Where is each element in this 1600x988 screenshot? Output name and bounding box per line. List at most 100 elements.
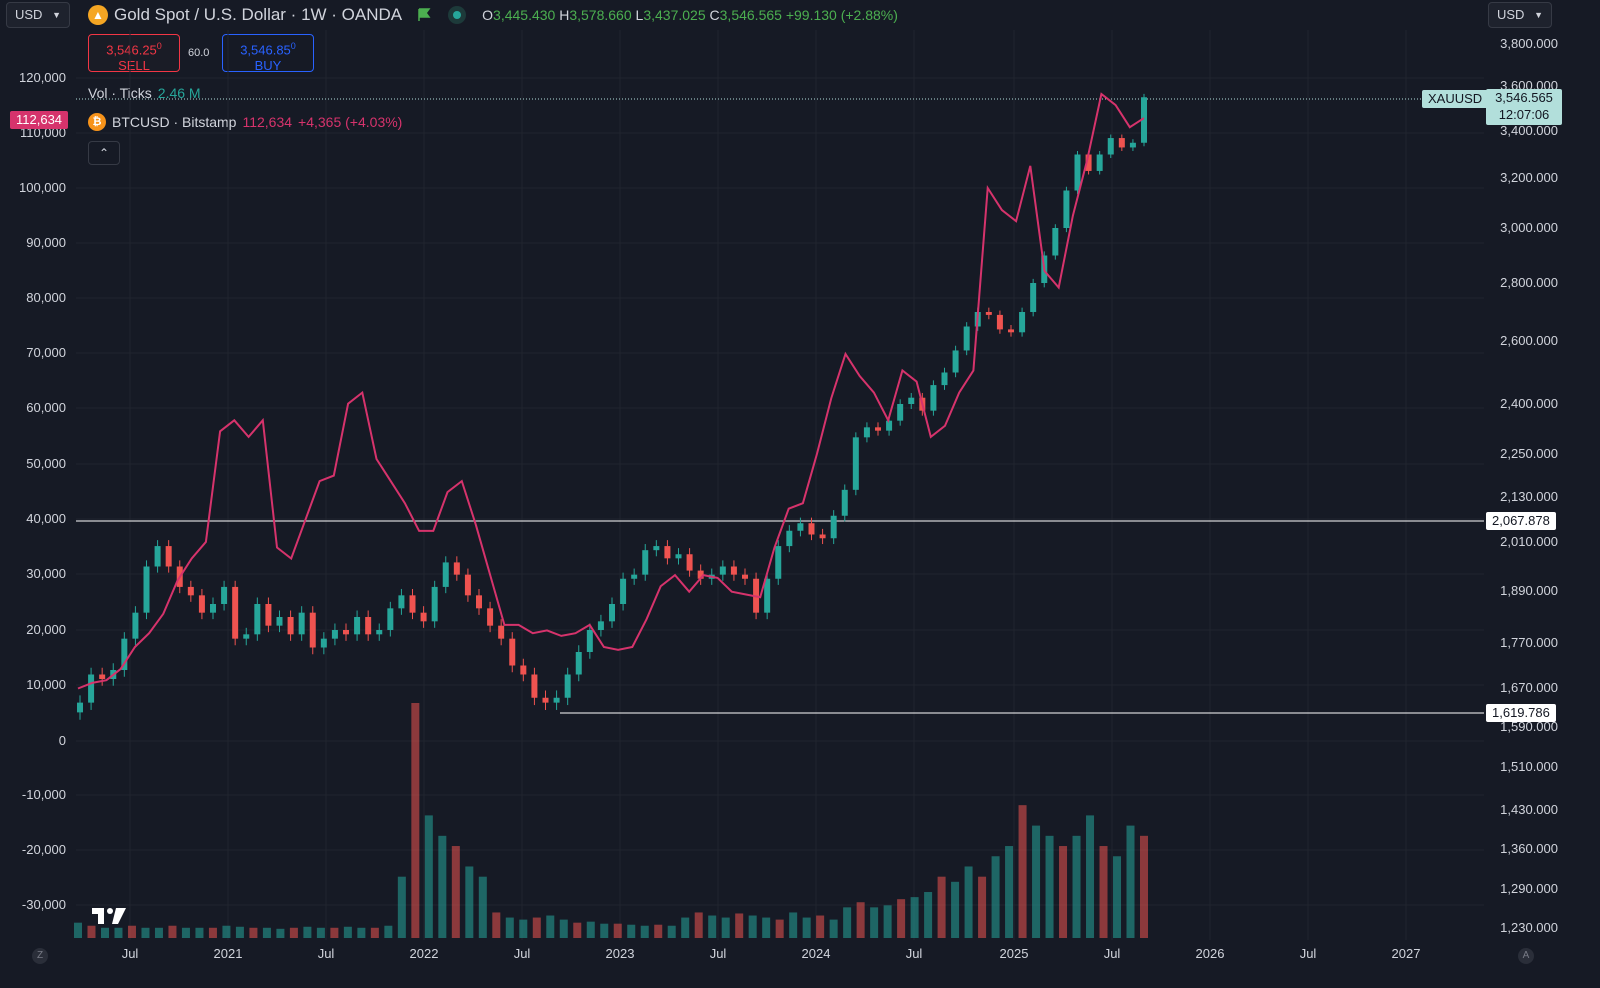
collapse-legend-button[interactable]: ⌃: [88, 141, 120, 165]
volume-bar: [829, 919, 838, 938]
candle-body: [852, 437, 859, 490]
candle-body: [110, 670, 117, 679]
time-axis-tick: Jul: [513, 946, 531, 961]
candle-body: [476, 595, 482, 609]
last-price-tag: 3,546.565 12:07:06: [1486, 89, 1562, 125]
candle-body: [996, 314, 1003, 330]
time-axis-tick: Jul: [121, 946, 139, 961]
volume-bar: [303, 926, 312, 938]
volume-bar: [816, 915, 825, 938]
candle-body: [464, 574, 471, 596]
volume-bar: [411, 703, 420, 938]
bar-countdown: 12:07:06: [1498, 107, 1550, 122]
volume-bar: [343, 926, 352, 938]
symbol-price-label: XAUUSD: [1422, 90, 1489, 108]
right-axis-tick: 1,770.000: [1500, 635, 1558, 650]
compare-legend[interactable]: ₿ BTCUSD · Bitstamp 112,634 +4,365 (+4.0…: [88, 113, 402, 131]
currency-select-right[interactable]: USD ▼: [1488, 2, 1552, 28]
time-axis[interactable]: Jul 2021 Jul 2022 Jul 2023 Jul 2024 Jul 2025 Jul 20…: [0, 940, 1600, 988]
candle-body: [88, 674, 95, 703]
right-axis-tick: 3,800.000: [1500, 36, 1558, 51]
candle-body: [77, 702, 83, 713]
volume-bar: [222, 925, 231, 938]
left-price-axis[interactable]: 120,000 110,000 100,000 90,000 80,000 70,000 6…: [0, 0, 76, 940]
corner-left-button[interactable]: Z: [32, 948, 48, 964]
time-axis-tick: 2025: [999, 946, 1029, 961]
right-axis-tick: 3,400.000: [1500, 123, 1558, 138]
time-axis-tick: Jul: [905, 946, 923, 961]
volume-bar: [708, 915, 717, 938]
candle-body: [1129, 142, 1136, 148]
candle-body: [132, 612, 139, 639]
candle-body: [198, 595, 205, 613]
right-axis-tick: 2,130.000: [1500, 489, 1558, 504]
right-axis-tick: 1,590.000: [1500, 719, 1558, 734]
volume-bar: [492, 912, 501, 938]
candle-body: [775, 546, 782, 579]
volume-bar: [519, 919, 528, 938]
candle-body: [908, 397, 915, 404]
volume-bar: [330, 927, 339, 938]
candle-body: [863, 427, 870, 438]
volume-bar: [1005, 846, 1014, 938]
right-axis-tick: 1,290.000: [1500, 881, 1558, 896]
candle-body: [653, 546, 660, 551]
candle-body: [487, 608, 494, 626]
volume-bar: [1059, 846, 1068, 938]
candle-body: [631, 574, 638, 579]
chevron-down-icon: ▼: [52, 10, 61, 20]
candle-body: [254, 604, 261, 635]
candle-body: [808, 523, 815, 535]
corner-right-button[interactable]: A: [1518, 948, 1534, 964]
symbol-title[interactable]: Gold Spot / U.S. Dollar · 1W · OANDA: [114, 5, 403, 24]
time-axis-tick: 2023: [605, 946, 635, 961]
volume-bar: [100, 927, 109, 938]
left-axis-tick: 30,000: [26, 566, 66, 581]
volume-bar: [600, 923, 609, 938]
buy-label: BUY: [254, 58, 282, 74]
currency-select-left[interactable]: USD ▼: [6, 2, 70, 28]
candle-body: [620, 578, 627, 604]
volume-bar: [1126, 825, 1135, 938]
left-axis-tick: -10,000: [21, 787, 66, 802]
bitcoin-icon: ₿: [88, 113, 106, 131]
volume-bar: [856, 902, 865, 938]
tradingview-logo-icon[interactable]: [90, 904, 130, 928]
candle-body: [675, 554, 682, 559]
candle-body: [165, 546, 172, 567]
sell-button[interactable]: 3,546.250 SELL: [88, 34, 180, 73]
volume-bar: [451, 846, 460, 938]
volume-bar: [627, 924, 636, 938]
volume-bar: [478, 876, 487, 938]
candle-body: [509, 638, 516, 666]
candle-body: [586, 630, 593, 652]
candle-body: [542, 697, 549, 703]
volume-bar: [1045, 835, 1054, 938]
right-price-axis[interactable]: 3,800.000 3,600.000 3,400.000 3,200.000 3,00…: [1484, 0, 1600, 940]
left-axis-tick: 120,000: [19, 70, 66, 85]
buy-button[interactable]: 3,546.850 BUY: [222, 34, 314, 74]
time-axis-tick: Jul: [1103, 946, 1121, 961]
volume-bar: [681, 917, 690, 938]
candle-body: [609, 604, 615, 622]
level-tag-upper[interactable]: 2,067.878: [1486, 512, 1556, 530]
candle-body: [897, 404, 904, 421]
candle-body: [276, 617, 283, 626]
volume-legend[interactable]: Vol · Ticks 2.46 M: [88, 85, 201, 101]
volume-bar: [168, 925, 177, 938]
candle-body: [354, 617, 361, 635]
chevron-down-icon: ▼: [1534, 10, 1543, 20]
volume-bar: [559, 919, 568, 938]
volume-bar: [397, 876, 406, 938]
volume-bar: [789, 912, 798, 938]
volume-bar: [762, 917, 771, 938]
level-tag-lower[interactable]: 1,619.786: [1486, 704, 1556, 722]
volume-bar: [370, 927, 379, 938]
volume-bar: [586, 921, 595, 938]
volume-bar: [1140, 835, 1148, 938]
flag-icon[interactable]: [416, 7, 432, 23]
candle-body: [420, 612, 427, 622]
candle-body: [830, 515, 837, 539]
right-axis-tick: 2,250.000: [1500, 446, 1558, 461]
